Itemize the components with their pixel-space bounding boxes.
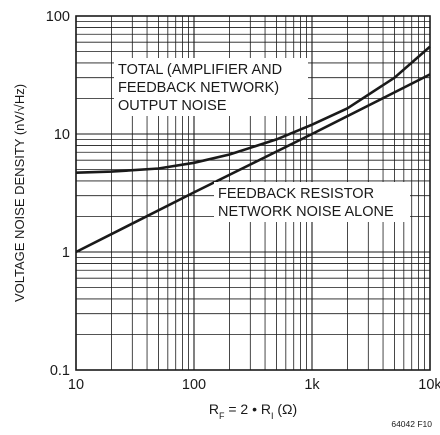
x-axis-label: RF = 2 • RI (Ω): [209, 401, 297, 421]
series-curves: [75, 45, 431, 254]
x-tick-label: 10: [68, 377, 84, 393]
x-label-sub-f: F: [219, 411, 225, 421]
curve-label-background: [214, 182, 410, 222]
y-tick-label: 1: [62, 245, 70, 261]
x-label-middle: = 2 • R: [224, 401, 271, 417]
total-noise-label-line: FEEDBACK NETWORK): [118, 80, 279, 96]
figure-id: 64042 F10: [391, 419, 432, 429]
x-tick-label: 1k: [304, 377, 320, 393]
curve-labels: TOTAL (AMPLIFIER AND FEEDBACK NETWORK) OUT…: [114, 58, 410, 222]
y-tick-label: 0.1: [50, 363, 70, 379]
tick-labels: 10 100 1k 10k 0.1 1 10 100: [46, 9, 440, 393]
resistor-noise-label-line: FEEDBACK RESISTOR: [218, 186, 374, 202]
series-line-total-noise: [75, 45, 431, 174]
x-label-sub-i: I: [271, 411, 274, 421]
plot-frame: [75, 15, 431, 371]
x-tick-label: 10k: [418, 377, 440, 393]
resistor-noise-label-line: NETWORK NOISE ALONE: [218, 204, 394, 220]
x-label-r: R: [209, 401, 219, 417]
y-tick-label: 100: [46, 9, 70, 25]
y-axis-label: VOLTAGE NOISE DENSITY (nV/√Hz): [12, 84, 27, 302]
total-noise-label-line: TOTAL (AMPLIFIER AND: [118, 62, 282, 78]
x-tick-label: 100: [182, 377, 206, 393]
total-noise-label-line: OUTPUT NOISE: [118, 98, 227, 114]
y-tick-label: 10: [54, 127, 70, 143]
x-label-tail: (Ω): [274, 401, 298, 417]
curve-label-background: [114, 58, 308, 116]
series-line-resistor-noise: [75, 73, 431, 254]
